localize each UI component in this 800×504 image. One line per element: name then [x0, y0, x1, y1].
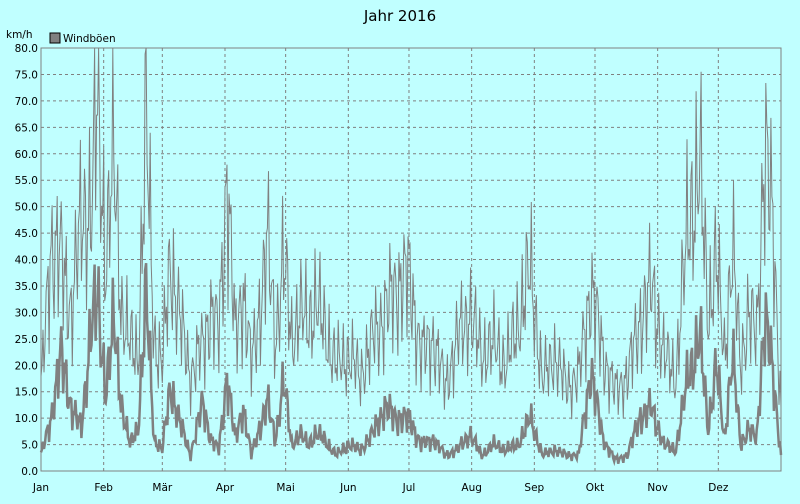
y-tick-label: 60.0: [15, 149, 38, 161]
y-tick-label: 5.0: [21, 440, 38, 452]
series-line-mean: [39, 263, 783, 467]
y-tick-label: 80.0: [15, 43, 38, 55]
y-axis-ticks: 0.0 5.0 10.0 15.0 20.0 25.0 30.0 35.0 40.0 45.0 50…: [15, 43, 38, 478]
x-tick-label: Nov: [647, 482, 668, 494]
y-tick-label: 10.0: [15, 413, 38, 425]
y-tick-label: 0.0: [21, 466, 38, 478]
x-tick-label: Apr: [216, 482, 235, 494]
series-line-windboeen: [40, 47, 782, 420]
x-tick-label: Feb: [94, 482, 113, 494]
y-tick-label: 15.0: [15, 387, 38, 399]
x-tick-label: Jan: [32, 482, 49, 494]
x-tick-label: Jun: [339, 482, 356, 494]
chart-title: Jahr 2016: [363, 7, 436, 25]
y-tick-label: 50.0: [15, 202, 38, 214]
y-tick-label: 40.0: [15, 255, 38, 267]
x-tick-label: Jul: [402, 482, 416, 494]
y-axis-unit-label: km/h: [6, 29, 33, 41]
x-axis-ticks: Jan Feb Mär Apr Mai Jun Jul Aug Sep Okt Nov Dez: [32, 482, 729, 494]
y-tick-label: 20.0: [15, 360, 38, 372]
x-tick-label: Mär: [152, 482, 172, 494]
x-tick-label: Sep: [524, 482, 544, 494]
y-tick-label: 30.0: [15, 307, 38, 319]
x-tick-label: Aug: [461, 482, 482, 494]
legend-swatch: [49, 32, 61, 44]
y-tick-label: 70.0: [15, 96, 38, 108]
y-tick-label: 45.0: [15, 228, 38, 240]
legend-label-windboeen: Windböen: [63, 33, 116, 45]
y-tick-label: 25.0: [15, 334, 38, 346]
y-tick-label: 55.0: [15, 175, 38, 187]
x-tick-label: Okt: [586, 482, 604, 494]
x-tick-label: Dez: [708, 482, 729, 494]
x-tick-label: Mai: [276, 482, 294, 494]
y-tick-label: 65.0: [15, 122, 38, 134]
y-tick-label: 75.0: [15, 69, 38, 81]
y-tick-label: 35.0: [15, 281, 38, 293]
